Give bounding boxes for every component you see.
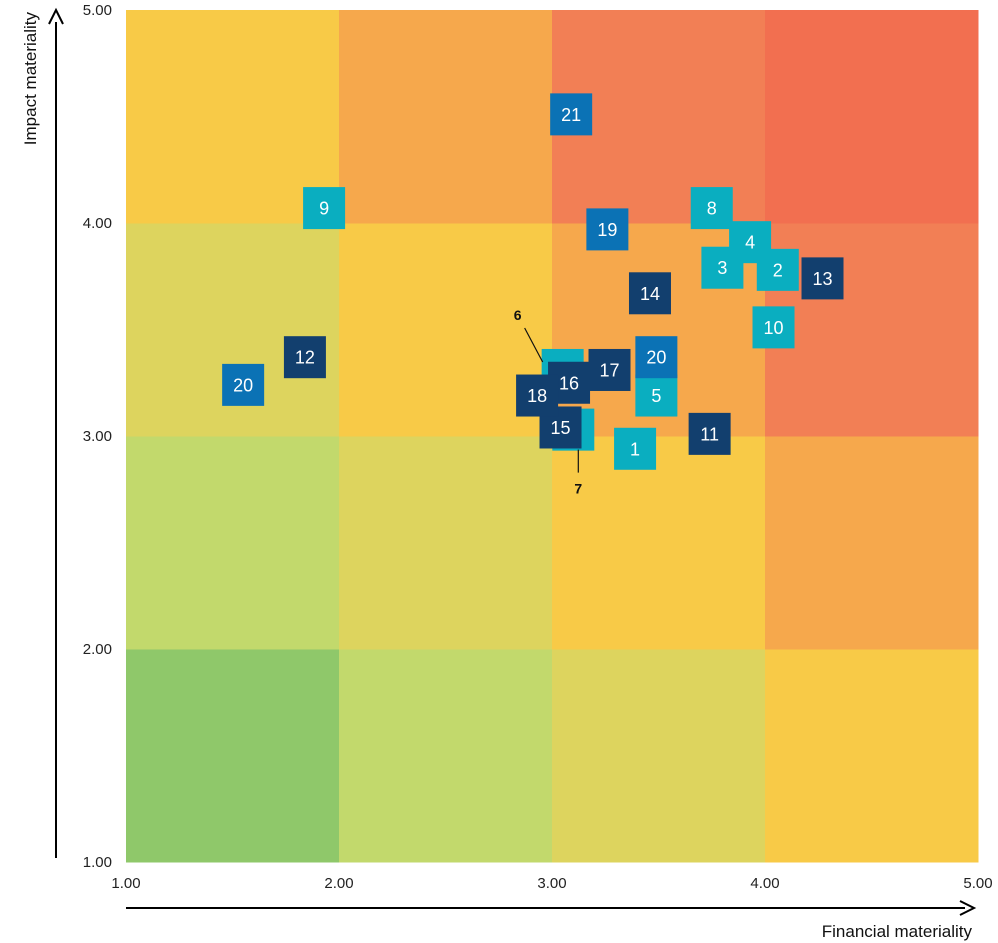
marker-box [588,348,631,391]
heatmap-cell [765,649,979,863]
callout-label: 7 [574,481,582,497]
marker-box [752,306,795,349]
marker-box [516,374,559,417]
marker-label: 2 [773,260,783,280]
y-tick-label: 2.00 [83,641,112,658]
marker-label: 20 [646,348,666,368]
data-point-12: 12 [283,336,326,379]
data-point-17: 17 [588,348,631,391]
marker-box [635,374,678,417]
marker-box [729,221,772,264]
marker-label: 18 [527,386,547,406]
x-tick-label: 5.00 [963,875,992,892]
marker-box [303,187,346,230]
y-axis-label: Impact materiality [21,12,40,146]
data-point-20: 20 [222,363,265,406]
marker-label: 16 [559,373,579,393]
marker-label: 10 [764,318,784,338]
data-point-19: 19 [586,208,629,251]
marker-label: 12 [295,348,315,368]
x-tick-label: 4.00 [750,875,779,892]
marker-box [801,257,844,300]
axes [48,7,977,916]
x-axis-arrow-icon [959,900,977,916]
marker-box [550,93,593,136]
marker-box [586,208,629,251]
marker-label: 3 [717,258,727,278]
marker-label: 13 [812,269,832,289]
data-point-14: 14 [628,272,671,315]
marker-label: 20 [233,375,253,395]
callout-label: 6 [514,307,522,323]
y-tick-label: 4.00 [83,215,112,232]
heatmap-cell [765,223,979,437]
marker-label: 1 [630,439,640,459]
callout-leader-line [524,327,544,363]
heatmap-cell [339,436,553,650]
data-point-4: 4 [729,221,772,264]
y-tick-label: 1.00 [83,854,112,871]
marker-label: 19 [597,220,617,240]
data-point-20: 20 [635,336,678,379]
heatmap-cell [765,436,979,650]
data-point-8: 8 [690,187,733,230]
heatmap-cell [126,436,340,650]
heatmap-cell [552,436,766,650]
y-tick-label: 5.00 [83,2,112,19]
marker-box [614,427,657,470]
marker-label: 5 [651,386,661,406]
heatmap-cell [126,649,340,863]
marker-label: 9 [319,199,329,219]
data-point-15: 15 [539,406,582,449]
data-point-9: 9 [303,187,346,230]
data-point-18: 18 [516,374,559,417]
marker-box [688,412,731,455]
marker-box [283,336,326,379]
marker-label: 8 [707,199,717,219]
data-point-1: 1 [614,427,657,470]
data-point-5: 5 [635,374,678,417]
heatmap-cell [339,649,553,863]
marker-label: 11 [700,424,719,444]
heatmap-cell [552,649,766,863]
marker-box [628,272,671,315]
marker-box [635,336,678,379]
marker-box [690,187,733,230]
marker-label: 14 [640,284,660,304]
marker-box [222,363,265,406]
tick-labels: 1.00 2.00 3.00 4.00 5.00 1.00 2.00 3.00 4.00 5.00 [83,2,993,892]
x-tick-label: 2.00 [324,875,353,892]
heatmap-cell [765,10,979,224]
data-point-21: 21 [550,93,593,136]
marker-label: 15 [551,418,571,438]
data-point-11: 11 [688,412,731,455]
heatmap-cell [339,10,553,224]
data-point-10: 10 [752,306,795,349]
x-axis-label: Financial materiality [822,922,973,941]
marker-label: 4 [745,233,755,253]
data-markers: 12345678910111213141516171819202021 [222,93,844,470]
callout-annotations: 67 [514,307,583,497]
data-point-13: 13 [801,257,844,300]
y-tick-label: 3.00 [83,428,112,445]
marker-label: 21 [561,105,581,125]
x-tick-label: 1.00 [111,875,140,892]
x-tick-label: 3.00 [537,875,566,892]
y-axis-arrow-icon [48,7,64,25]
marker-label: 17 [599,360,619,380]
